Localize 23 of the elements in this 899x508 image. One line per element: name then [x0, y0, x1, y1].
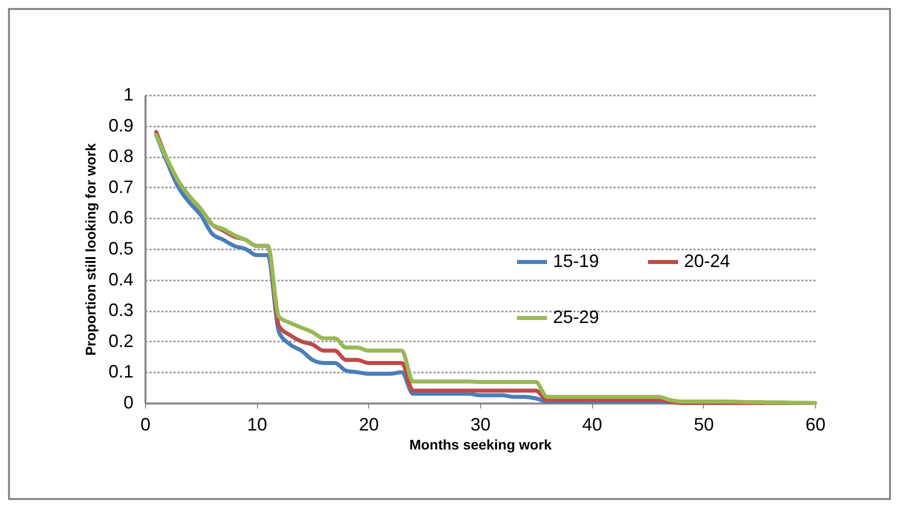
x-axis-title: Months seeking work: [409, 436, 552, 452]
y-tick-label: 0.5: [108, 238, 134, 258]
y-tick-label: 0.4: [108, 269, 134, 290]
y-axis-title: Proportion still looking for work: [82, 143, 98, 356]
y-tick-label: 0.8: [108, 146, 134, 166]
y-tick-label: 0.9: [108, 115, 134, 136]
legend-label: 20-24: [684, 251, 730, 271]
y-tick-label: 0.6: [108, 208, 134, 228]
x-tick-label: 0: [140, 414, 151, 434]
y-tick-label: 0.3: [108, 300, 134, 320]
x-tick-label: 20: [358, 414, 379, 434]
y-tick-label: 0.2: [108, 330, 134, 351]
x-tick-label: 40: [582, 414, 602, 434]
y-tick-label: 0.7: [108, 176, 134, 197]
x-tick-label: 10: [247, 414, 268, 434]
y-tick-label: 1: [123, 84, 134, 104]
legend-label: 15-19: [553, 251, 600, 271]
x-tick-label: 50: [694, 414, 714, 434]
x-tick-label: 60: [805, 414, 826, 434]
legend-label: 25-29: [553, 307, 600, 327]
x-tick-label: 30: [470, 414, 491, 434]
y-tick-label: 0.1: [108, 362, 134, 382]
y-tick-label: 0: [123, 392, 134, 412]
